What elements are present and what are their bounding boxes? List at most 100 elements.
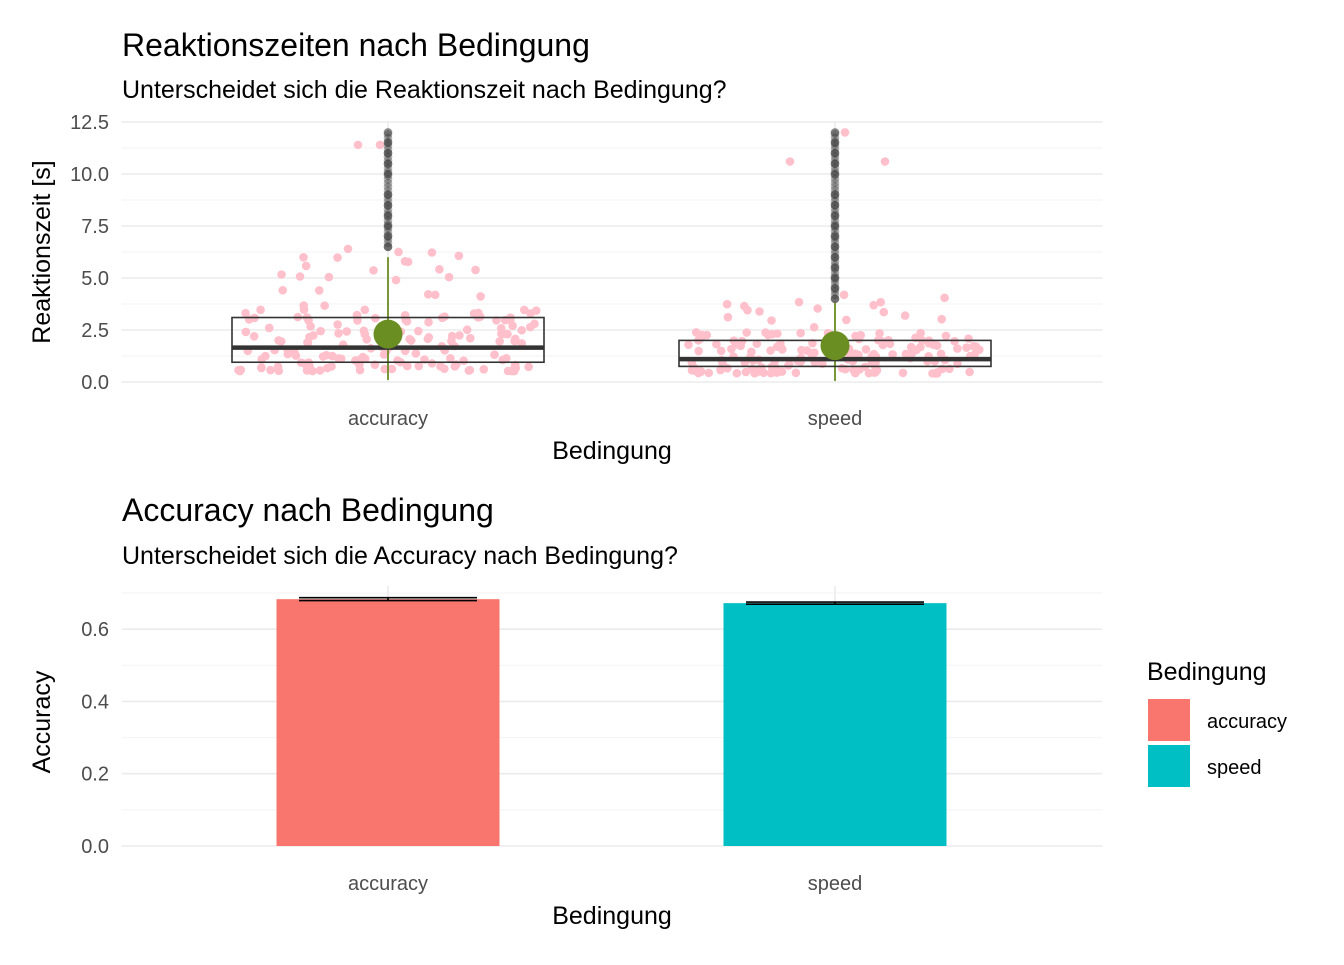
jitter-point (876, 297, 886, 307)
outlier-point (830, 163, 840, 173)
outlier-point (830, 200, 840, 210)
jitter-point (898, 368, 908, 378)
outlier-point (383, 216, 393, 225)
jitter-point (932, 341, 942, 350)
jitter-point (327, 362, 336, 371)
outlier-point (830, 159, 840, 169)
outlier-point (830, 152, 840, 161)
jitter-point (839, 290, 849, 300)
outlier-point (830, 185, 840, 195)
outlier-point (830, 279, 840, 289)
jitter-point (870, 368, 880, 377)
jitter-point (241, 308, 250, 318)
outlier-point (830, 284, 840, 293)
p1-y-tick-labels: 0.0 2.5 5.0 7.5 10.0 12.5 (70, 112, 109, 394)
jitter-point (273, 362, 283, 372)
p2-title: Accuracy nach Bedingung (122, 492, 494, 528)
jitter-point (965, 367, 974, 377)
outlier-point (383, 201, 393, 210)
jitter-point (414, 326, 423, 336)
jitter-point (301, 261, 311, 271)
jitter-point (974, 345, 984, 355)
legend-swatch-accuracy (1148, 699, 1190, 741)
outlier-point (830, 140, 840, 150)
jitter-point (888, 350, 897, 359)
jitter-point (411, 349, 421, 358)
outlier-point (830, 232, 840, 241)
outlier-point (830, 260, 840, 270)
p2-y-tick-label: 0.2 (81, 764, 109, 786)
jitter-point (736, 341, 745, 351)
jitter-point (869, 300, 878, 310)
jitter-point (305, 332, 314, 342)
p1-y-tick-label: 12.5 (70, 112, 109, 134)
jitter-point (295, 272, 305, 281)
outlier-point (830, 219, 840, 229)
jitter-point (794, 297, 804, 307)
outlier-point (830, 287, 840, 296)
jitter-point (694, 346, 703, 356)
jitter-point (316, 326, 325, 336)
jitter-point (723, 312, 733, 322)
jitter-point (403, 361, 412, 371)
jitter-point (334, 328, 343, 338)
jitter-point (861, 345, 871, 354)
jitter-point (476, 292, 485, 301)
outlier-point (830, 182, 840, 191)
jitter-point (807, 350, 817, 359)
jitter-point (766, 368, 776, 378)
jitter-point (941, 331, 951, 341)
jitter-point (459, 356, 468, 365)
jitter-point (299, 252, 308, 262)
outlier-point (830, 221, 840, 231)
outlier-point (383, 137, 393, 147)
jitter-point (333, 320, 342, 329)
jitter-point (318, 352, 328, 361)
jitter-point (360, 305, 370, 315)
jitter-point (353, 140, 363, 150)
jitter-point (752, 339, 762, 349)
jitter-point (430, 290, 440, 300)
outlier-point (383, 148, 393, 158)
jitter-point (742, 328, 751, 337)
jitter-point (343, 244, 353, 254)
jitter-point (747, 347, 756, 357)
outlier-point (383, 159, 393, 168)
outlier-point (830, 189, 840, 199)
p2-y-axis-label: Accuracy (28, 670, 56, 773)
jitter-point (490, 350, 499, 359)
p2-bars (276, 596, 947, 846)
outlier-point (383, 227, 393, 237)
jitter-point (387, 364, 397, 374)
outlier-point (383, 163, 393, 173)
jitter-point (722, 299, 732, 309)
jitter-point (884, 337, 894, 347)
outlier-point (830, 273, 840, 283)
outlier-point (830, 294, 840, 304)
jitter-point (716, 346, 726, 356)
outlier-point (383, 231, 393, 240)
outlier-point (830, 252, 840, 262)
outlier-point (830, 174, 840, 184)
legend-items: accuracy speed (1148, 699, 1287, 787)
jitter-point (266, 365, 275, 375)
jitter-point (414, 361, 424, 371)
outlier-point (383, 211, 393, 220)
jitter-point (495, 337, 504, 346)
outlier-point (830, 197, 840, 206)
p1-boxplots (231, 128, 992, 381)
jitter-point (379, 350, 389, 359)
outlier-point (830, 227, 840, 236)
jitter-point (840, 128, 850, 137)
jitter-point (953, 344, 962, 353)
jitter-point (856, 330, 865, 340)
outlier-point (830, 283, 840, 292)
jitter-point (962, 343, 971, 352)
outlier-point (830, 155, 840, 165)
jitter-point (328, 351, 337, 361)
jitter-point (436, 362, 445, 371)
jitter-point (402, 317, 412, 326)
jitter-point (517, 325, 527, 335)
jitter-point (454, 251, 464, 261)
